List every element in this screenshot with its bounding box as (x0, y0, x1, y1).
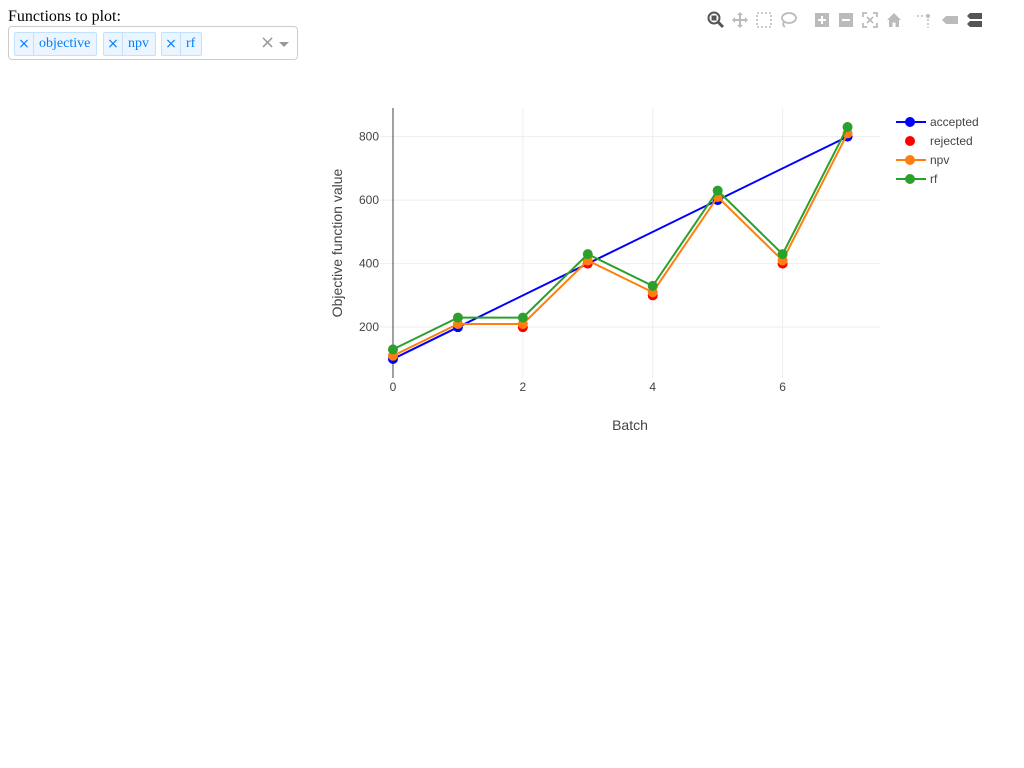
y-tick-label: 400 (359, 257, 379, 271)
clear-all-icon[interactable]: × (260, 32, 276, 53)
lasso-select-icon[interactable] (778, 10, 798, 30)
legend-label-rf: rf (930, 172, 938, 186)
remove-npv-icon[interactable]: × (104, 33, 123, 55)
legend-label-npv: npv (930, 153, 949, 167)
data-point-rf (517, 312, 528, 323)
series-line-npv (392, 132, 849, 357)
data-point-rf (452, 312, 463, 323)
y-tick-label: 600 (359, 193, 379, 207)
reset-axes-icon[interactable] (884, 10, 904, 30)
pan-icon[interactable] (730, 10, 750, 30)
data-point-rf (712, 185, 723, 196)
data-point-rf (647, 280, 658, 291)
data-point-rf (777, 249, 788, 260)
remove-rf-icon[interactable]: × (162, 33, 181, 55)
chip-objective: × objective (14, 32, 98, 56)
legend-marker-rf (905, 174, 915, 184)
functions-multiselect[interactable]: × objective × npv × rf × (8, 26, 298, 60)
chip-label: objective (39, 36, 91, 51)
x-tick-label: 6 (779, 380, 786, 394)
data-point-rf (387, 344, 398, 355)
hover-compare-icon[interactable] (964, 10, 984, 30)
chip-label: npv (128, 36, 149, 51)
zoom-icon[interactable] (706, 10, 726, 30)
spike-lines-icon[interactable] (914, 10, 934, 30)
functions-label: Functions to plot: (8, 8, 121, 25)
legend-marker-accepted (905, 117, 915, 127)
data-point-rf (842, 122, 853, 133)
x-tick-label: 0 (390, 380, 397, 394)
chevron-down-icon[interactable] (279, 42, 289, 47)
data-point-rf (582, 249, 593, 260)
legend-marker-npv (905, 155, 915, 165)
legend-label-rejected: rejected (930, 134, 973, 148)
legend-label-accepted: accepted (930, 115, 979, 129)
x-tick-label: 2 (520, 380, 527, 394)
x-axis-title: Batch (612, 417, 648, 433)
y-tick-label: 200 (359, 320, 379, 334)
remove-objective-icon[interactable]: × (15, 33, 34, 55)
chip-rf: × rf (161, 32, 203, 56)
zoom-out-icon[interactable] (836, 10, 856, 30)
chip-npv: × npv (103, 32, 156, 56)
legend-marker-rejected (905, 136, 915, 146)
chip-label: rf (186, 36, 196, 51)
y-tick-label: 800 (359, 130, 379, 144)
box-select-icon[interactable] (754, 10, 774, 30)
hover-closest-icon[interactable] (940, 10, 960, 30)
x-tick-label: 4 (649, 380, 656, 394)
y-axis-title: Objective function value (329, 168, 345, 317)
series-line-rf (392, 126, 849, 351)
zoom-in-icon[interactable] (812, 10, 832, 30)
autoscale-icon[interactable] (860, 10, 880, 30)
